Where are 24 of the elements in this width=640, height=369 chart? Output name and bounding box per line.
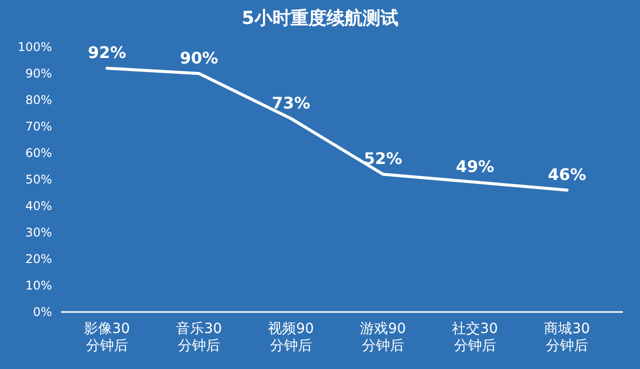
x-tick-label: 游戏90分钟后 [359, 321, 407, 355]
y-tick-label: 100% [18, 40, 52, 54]
y-tick-label: 60% [25, 146, 52, 160]
x-tick-label: 商城30分钟后 [543, 321, 591, 355]
y-tick-label: 10% [25, 278, 52, 292]
data-label: 73% [272, 94, 310, 113]
data-label: 90% [180, 48, 218, 68]
data-label: 49% [456, 157, 494, 176]
data-label: 46% [548, 165, 586, 184]
y-tick-label: 70% [25, 120, 52, 134]
chart-title: 5小时重度续航测试 [242, 8, 398, 29]
y-tick-label: 40% [25, 199, 52, 213]
y-tick-label: 90% [25, 66, 52, 80]
y-tick-label: 80% [25, 93, 52, 107]
x-tick-label: 社交30分钟后 [451, 321, 499, 355]
y-tick-label: 50% [25, 172, 52, 186]
data-label: 52% [364, 149, 402, 168]
x-tick-label: 视频90分钟后 [267, 321, 315, 355]
x-tick-label: 音乐30分钟后 [175, 321, 223, 355]
x-tick-label: 影像30分钟后 [83, 321, 131, 355]
y-tick-label: 0% [32, 305, 52, 319]
y-tick-label: 30% [25, 226, 52, 240]
y-tick-label: 20% [25, 252, 52, 266]
data-label: 92% [88, 43, 126, 62]
